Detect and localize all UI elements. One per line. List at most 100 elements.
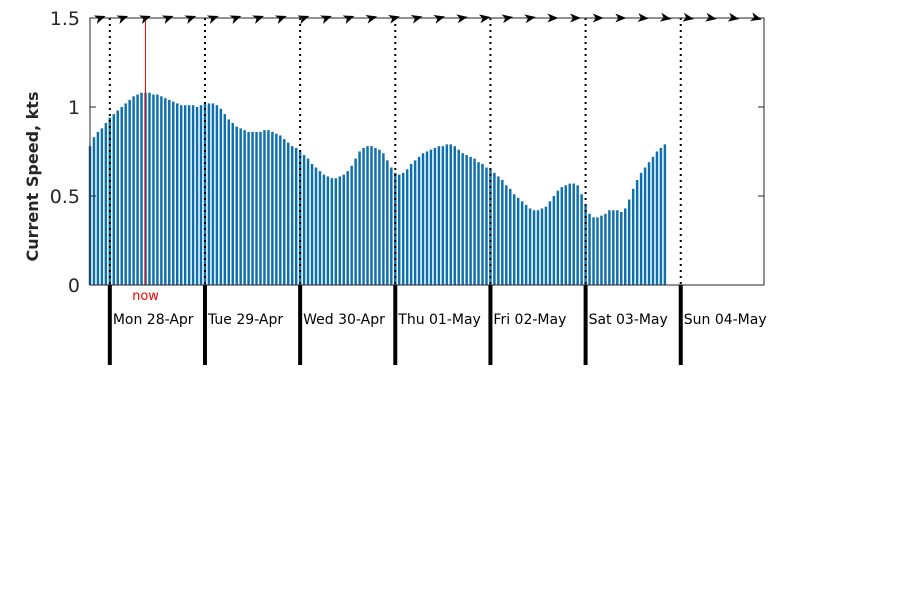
direction-arrow-icon xyxy=(342,15,355,24)
speed-bar xyxy=(437,146,441,285)
speed-bar xyxy=(259,131,262,285)
speed-bar xyxy=(354,158,357,285)
speed-bar xyxy=(643,167,647,285)
direction-arrow-icon xyxy=(410,14,423,24)
direction-arrow-icon xyxy=(637,13,649,23)
speed-bar xyxy=(362,147,365,285)
speed-bar xyxy=(516,197,520,285)
speed-bar xyxy=(279,135,282,285)
direction-arrow-icon xyxy=(682,12,695,22)
direction-arrow-icon xyxy=(478,14,491,24)
speed-bar xyxy=(512,194,516,285)
speed-bar xyxy=(425,151,429,285)
speed-bar xyxy=(421,153,425,285)
day-label: Thu 01-May xyxy=(397,312,481,328)
speed-bar xyxy=(509,188,512,285)
plot-area-frame xyxy=(89,17,765,286)
y-tick-label: 1.5 xyxy=(50,8,80,30)
speed-bar xyxy=(596,217,599,285)
x-axis: Mon 28-Apr Tue 29-Apr Wed 30-Apr Thu 01-May… xyxy=(107,285,767,365)
y-axis: 0 0.5 1 1.5 xyxy=(50,8,764,297)
direction-arrow-icon xyxy=(705,12,717,22)
direction-arrow-icon xyxy=(547,13,559,23)
speed-bar xyxy=(287,142,290,285)
y-tick-label: 1 xyxy=(68,97,80,119)
speed-bar xyxy=(639,172,643,285)
direction-arrow-icon xyxy=(592,13,604,23)
direction-arrow-icon xyxy=(161,15,174,24)
speed-bar xyxy=(156,94,159,285)
speed-bar xyxy=(116,110,119,285)
day-label: Sun 04-May xyxy=(684,312,767,328)
speed-bar xyxy=(255,131,258,285)
direction-arrow-icon xyxy=(433,14,446,24)
speed-bar xyxy=(239,128,242,285)
speed-bar xyxy=(401,172,405,285)
speed-bar xyxy=(164,98,167,285)
speed-bar xyxy=(128,99,131,285)
speed-bar xyxy=(152,94,155,285)
speed-bar xyxy=(457,149,460,285)
speed-bar xyxy=(588,213,591,285)
speed-bar xyxy=(612,210,615,285)
speed-bar xyxy=(136,94,139,285)
speed-bar xyxy=(203,103,207,285)
speed-bar xyxy=(635,179,639,285)
speed-bar xyxy=(267,130,270,285)
speed-bar xyxy=(453,146,456,285)
speed-bar xyxy=(175,103,179,285)
speed-bar xyxy=(493,172,496,285)
speed-bar xyxy=(318,171,322,285)
speed-bar xyxy=(199,105,203,285)
speed-bar xyxy=(405,169,409,285)
direction-arrow-icon xyxy=(456,14,468,24)
speed-bar xyxy=(112,114,116,286)
day-gridlines xyxy=(108,18,682,285)
speed-bar xyxy=(350,165,353,285)
speed-bar xyxy=(120,107,123,285)
speed-bar xyxy=(556,190,560,285)
speed-bar xyxy=(374,147,377,285)
speed-bar xyxy=(600,215,603,285)
speed-bar xyxy=(346,171,349,285)
speed-bar xyxy=(247,131,250,285)
speed-bar xyxy=(124,103,127,285)
speed-bar xyxy=(552,196,556,285)
speed-bar xyxy=(469,156,472,285)
speed-bar xyxy=(302,155,306,285)
speed-bar xyxy=(148,92,151,285)
speed-bar xyxy=(576,185,579,285)
direction-arrow-icon xyxy=(388,14,400,24)
speed-bar xyxy=(568,183,571,285)
speed-bar xyxy=(338,176,342,285)
speed-bar xyxy=(283,139,286,285)
speed-bar xyxy=(306,158,310,285)
direction-arrow-icon xyxy=(229,15,242,24)
speed-bar xyxy=(370,146,373,285)
direction-arrow-icon xyxy=(365,14,378,24)
direction-arrow-icon xyxy=(252,15,264,24)
speed-bar xyxy=(183,105,187,285)
speed-bar xyxy=(417,156,421,285)
speed-bar xyxy=(536,210,540,285)
speed-bar xyxy=(627,199,631,285)
speed-bar xyxy=(524,204,528,285)
speed-bar xyxy=(227,119,230,286)
speed-bar xyxy=(433,147,437,285)
speed-bar xyxy=(655,151,659,285)
direction-arrows xyxy=(93,12,762,24)
bar-series xyxy=(88,92,667,286)
speed-bar xyxy=(584,204,587,285)
speed-bar xyxy=(532,210,536,285)
speed-bar xyxy=(207,103,211,285)
speed-bar xyxy=(544,206,548,285)
y-tick-label: 0 xyxy=(68,275,80,297)
speed-bar xyxy=(659,147,663,285)
speed-bar xyxy=(560,187,564,285)
day-label: Wed 30-Apr xyxy=(303,312,385,328)
speed-bar xyxy=(191,105,195,285)
speed-bar xyxy=(398,174,401,285)
direction-arrow-icon xyxy=(116,15,129,24)
y-tick-label: 0.5 xyxy=(50,186,80,208)
